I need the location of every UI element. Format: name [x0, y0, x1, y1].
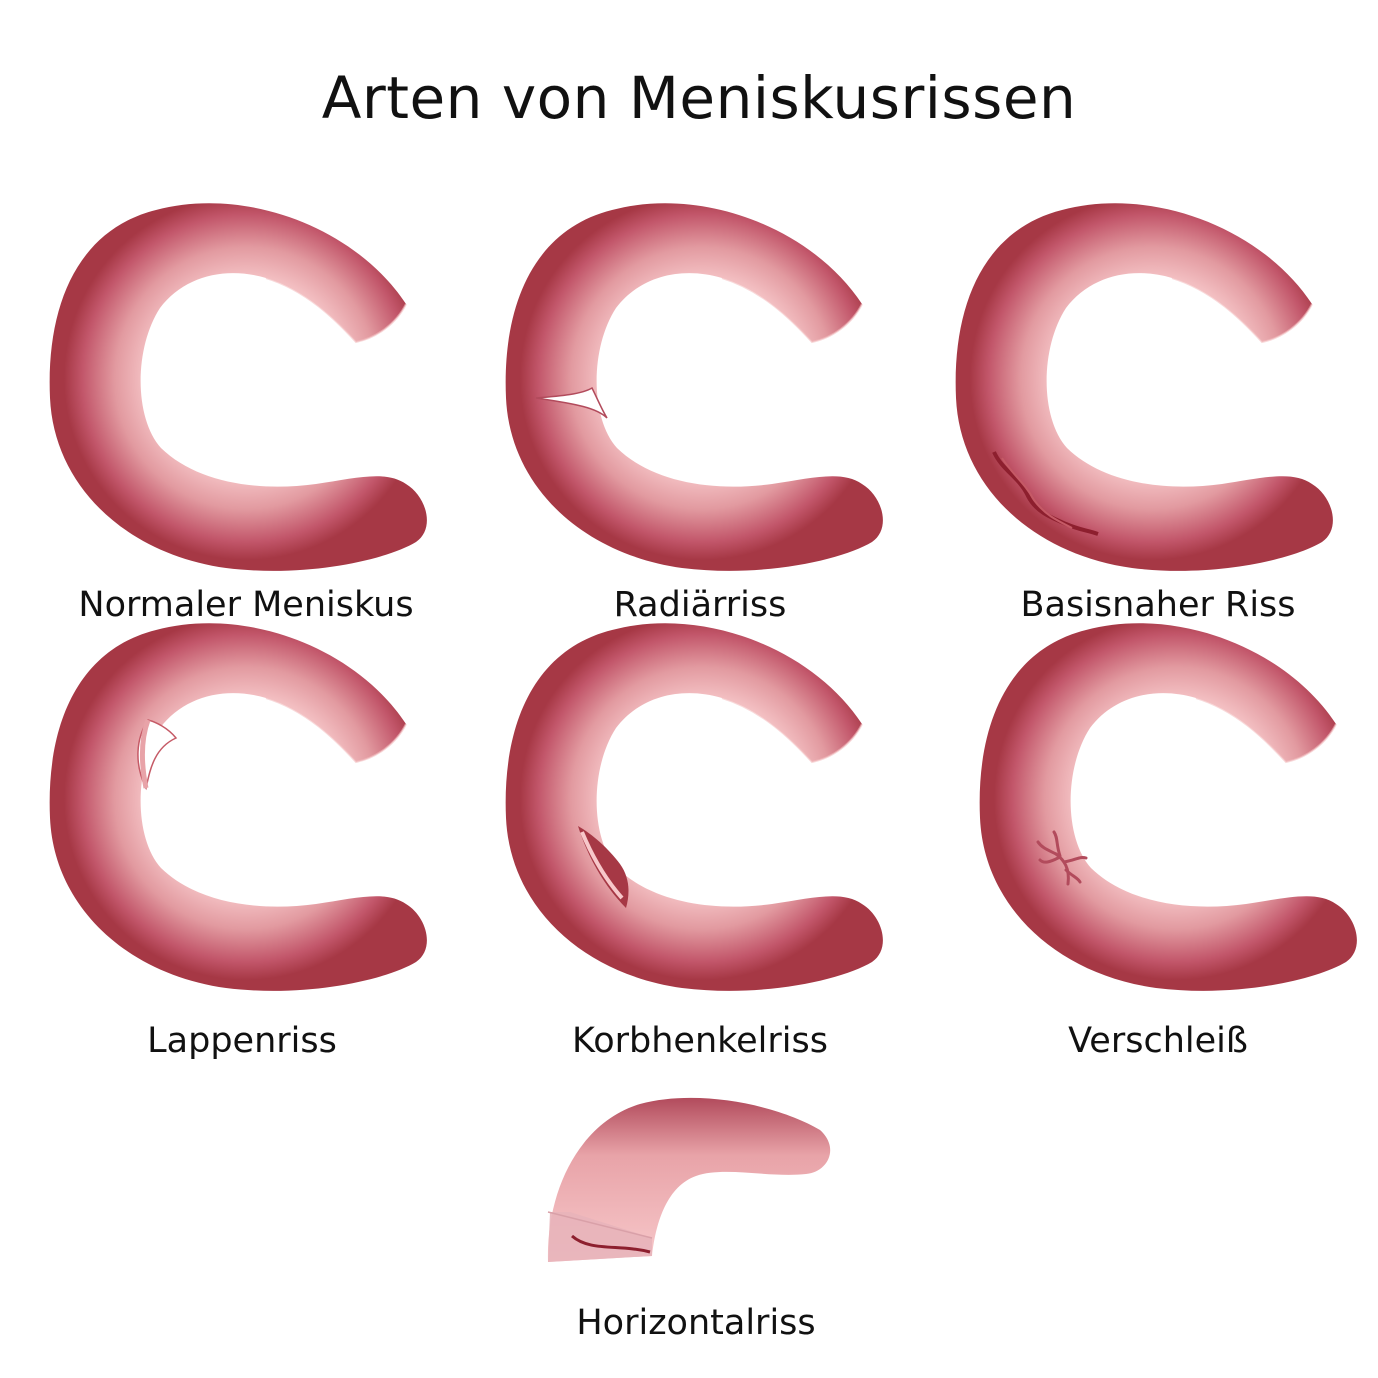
label-bucket-handle-tear: Korbhenkelriss	[572, 1021, 828, 1061]
meniscus-bucket-handle-tear	[504, 622, 884, 992]
label-horizontal-tear: Horizontalriss	[576, 1303, 816, 1343]
basal-tear-mark	[992, 451, 1099, 536]
label-radial-tear: Radiärriss	[613, 585, 787, 625]
page-title: Arten von Meniskusrissen	[321, 64, 1077, 132]
radial-tear-mark	[535, 386, 608, 419]
meniscus-basal-tear	[954, 202, 1334, 572]
meniscus-flap-tear	[48, 622, 428, 992]
label-normal-meniscus: Normaler Meniskus	[78, 585, 414, 625]
horizontal-tear-mark	[571, 1234, 651, 1254]
label-basal-tear: Basisnaher Riss	[1020, 585, 1296, 625]
meniscus-radial-tear	[504, 202, 884, 572]
label-degenerative-tear: Verschleiß	[1068, 1021, 1248, 1061]
degenerative-tear-mark	[1036, 830, 1088, 886]
label-flap-tear: Lappenriss	[147, 1021, 337, 1061]
meniscus-normal	[48, 202, 428, 572]
flap-tear-mark	[137, 719, 178, 791]
meniscus-horizontal-tear	[547, 1097, 831, 1262]
meniscus-degenerative-tear	[978, 622, 1358, 992]
